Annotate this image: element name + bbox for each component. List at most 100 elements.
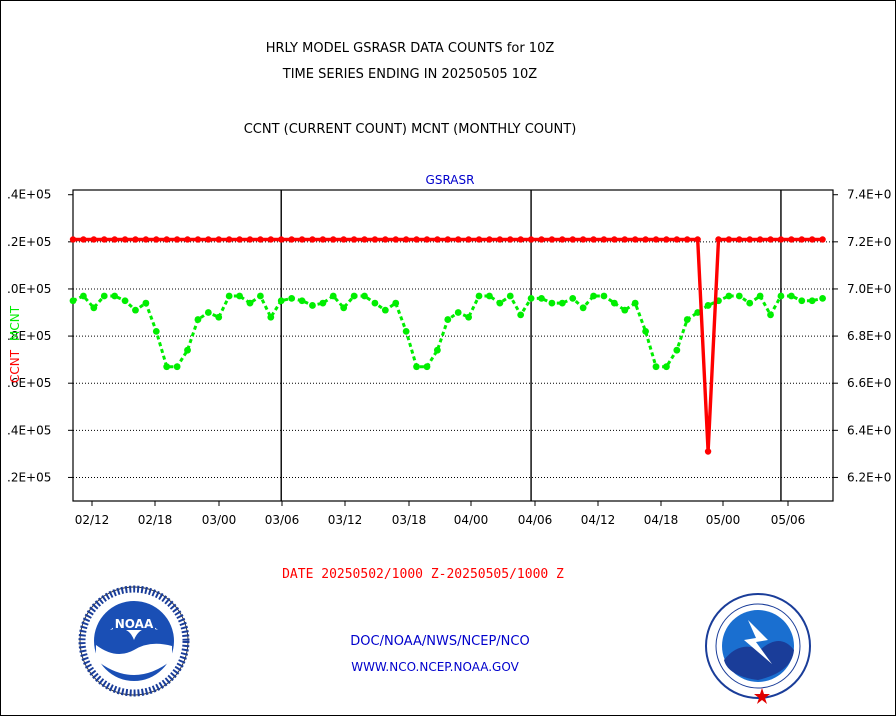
point-mcnt-39 (475, 292, 483, 300)
point-ccnt-54 (631, 236, 639, 243)
point-ccnt-1 (80, 236, 87, 243)
left-tick-label-0: .2E+05 (7, 470, 51, 484)
right-tick-label-4: 7.0E+0 (847, 282, 891, 296)
x-tick-label-12: 05/06 (771, 513, 806, 527)
point-mcnt-69 (787, 292, 795, 300)
x-tick-label-1: 02/18 (138, 513, 173, 527)
point-ccnt-58 (673, 236, 681, 243)
x-tick-label-0: 02/12 (75, 513, 110, 527)
point-mcnt-46 (548, 299, 556, 307)
point-mcnt-9 (163, 363, 171, 371)
point-ccnt-47 (559, 236, 566, 243)
point-ccnt-48 (569, 236, 576, 243)
point-ccnt-23 (309, 236, 316, 243)
left-tick-label-1: .4E+05 (7, 423, 51, 437)
point-ccnt-43 (517, 236, 524, 243)
point-mcnt-34 (423, 363, 431, 371)
point-ccnt-2 (90, 236, 98, 243)
point-mcnt-19 (267, 313, 275, 321)
point-ccnt-0 (69, 236, 77, 243)
point-mcnt-48 (569, 294, 577, 302)
date-range: DATE 20250502/1000 Z-20250505/1000 Z (282, 567, 564, 582)
point-ccnt-66 (756, 236, 764, 243)
series-mcnt (69, 292, 826, 371)
point-ccnt-46 (548, 236, 556, 243)
point-ccnt-49 (579, 236, 587, 243)
point-mcnt-63 (725, 292, 733, 300)
point-ccnt-21 (288, 236, 295, 243)
chart-title-line-1: HRLY MODEL GSRASR DATA COUNTS for 10Z (266, 41, 555, 56)
point-ccnt-40 (486, 236, 493, 243)
left-y-ticks: .2E+05 .4E+05 .6E+05 .8E+05 .0E+05 .2E+05 .4E+… (7, 188, 73, 484)
left-tick-label-6: .4E+05 (7, 188, 51, 202)
point-ccnt-61 (704, 448, 712, 455)
point-ccnt-55 (642, 236, 649, 243)
point-mcnt-54 (631, 299, 639, 307)
point-ccnt-4 (111, 236, 118, 243)
point-mcnt-4 (111, 292, 119, 300)
x-tick-label-8: 04/12 (581, 513, 616, 527)
point-mcnt-52 (610, 299, 618, 307)
point-ccnt-13 (205, 236, 212, 243)
x-ticks: 02/12 02/18 03/00 03/06 03/12 03/18 04/00 04/06… (75, 501, 806, 527)
point-ccnt-56 (652, 236, 660, 243)
point-mcnt-29 (371, 299, 379, 307)
point-ccnt-33 (413, 236, 420, 243)
left-tick-label-2: .6E+05 (7, 376, 51, 390)
x-tick-label-4: 03/12 (328, 513, 363, 527)
point-ccnt-44 (527, 236, 535, 243)
footer-line-2: WWW.NCO.NCEP.NOAA.GOV (351, 660, 519, 674)
point-ccnt-3 (101, 236, 108, 243)
point-ccnt-50 (590, 236, 597, 243)
left-tick-label-3: .8E+05 (7, 329, 51, 343)
point-ccnt-26 (340, 236, 347, 243)
right-tick-label-2: 6.6E+0 (847, 376, 891, 390)
point-mcnt-5 (121, 297, 129, 305)
point-mcnt-45 (538, 294, 545, 302)
point-mcnt-7 (142, 299, 150, 307)
point-mcnt-40 (486, 292, 493, 300)
point-ccnt-28 (361, 236, 368, 243)
point-mcnt-13 (204, 309, 212, 316)
x-tick-label-9: 04/18 (644, 513, 679, 527)
point-ccnt-37 (455, 236, 462, 243)
point-mcnt-0 (69, 297, 77, 305)
grid-lines (73, 241, 833, 478)
point-mcnt-36 (444, 316, 452, 323)
point-ccnt-30 (382, 236, 389, 243)
point-ccnt-70 (798, 236, 805, 243)
point-ccnt-24 (319, 236, 327, 243)
point-ccnt-18 (257, 236, 264, 243)
point-ccnt-68 (777, 236, 785, 243)
point-ccnt-45 (538, 236, 545, 243)
point-mcnt-50 (590, 292, 597, 300)
point-ccnt-16 (236, 236, 243, 243)
series-ccnt (69, 236, 826, 455)
nws-logo (705, 593, 811, 704)
point-ccnt-38 (465, 236, 472, 243)
point-ccnt-41 (496, 236, 504, 243)
point-ccnt-59 (684, 236, 691, 243)
right-tick-label-3: 6.8E+0 (847, 329, 891, 343)
point-ccnt-8 (153, 236, 160, 243)
point-mcnt-49 (579, 304, 587, 312)
noaa-logo: NOAA (78, 585, 190, 697)
point-mcnt-26 (340, 304, 348, 312)
point-mcnt-35 (433, 346, 441, 354)
point-ccnt-52 (611, 236, 618, 243)
right-tick-label-0: 6.2E+0 (847, 470, 891, 484)
x-tick-label-7: 04/06 (518, 513, 553, 527)
point-ccnt-57 (663, 236, 670, 243)
ylabel-ccnt: CCNT (8, 349, 22, 383)
point-mcnt-70 (798, 297, 806, 305)
point-mcnt-31 (392, 299, 400, 307)
point-ccnt-65 (746, 236, 753, 243)
point-mcnt-57 (663, 363, 670, 371)
point-ccnt-69 (788, 236, 795, 243)
point-mcnt-47 (558, 299, 566, 307)
panel-label: GSRASR (426, 173, 475, 187)
point-mcnt-24 (319, 299, 327, 307)
point-ccnt-20 (278, 236, 285, 243)
left-tick-label-5: .2E+05 (7, 235, 51, 249)
